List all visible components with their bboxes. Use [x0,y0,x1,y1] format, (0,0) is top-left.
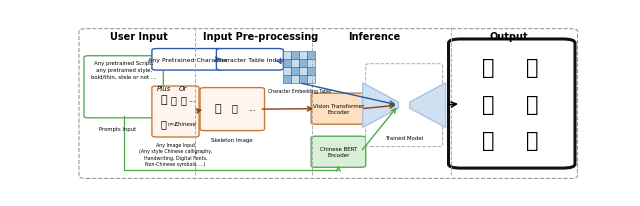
FancyBboxPatch shape [300,52,307,60]
Text: 生: 生 [482,130,495,150]
FancyBboxPatch shape [284,68,291,75]
Text: Plus: Plus [157,85,172,91]
Text: 成: 成 [526,130,538,150]
Text: Trained Model: Trained Model [385,136,423,140]
FancyBboxPatch shape [307,52,315,60]
Text: Vision Transformer
Encoder: Vision Transformer Encoder [313,104,364,115]
FancyBboxPatch shape [300,75,307,83]
Text: Chinese BERT
Encoder: Chinese BERT Encoder [320,146,357,158]
Text: 法: 法 [526,94,538,114]
FancyBboxPatch shape [307,75,315,83]
FancyBboxPatch shape [300,68,307,75]
Text: User Input: User Input [109,32,168,42]
FancyBboxPatch shape [216,49,284,71]
Text: Character Table Index: Character Table Index [216,57,284,62]
Text: 中: 中 [214,103,221,113]
Text: n=2: n=2 [168,121,179,126]
Text: ...: ... [248,104,256,112]
FancyBboxPatch shape [152,49,224,71]
Text: Input Pre-processing: Input Pre-processing [204,32,319,42]
Text: 楷: 楷 [232,103,237,113]
FancyBboxPatch shape [152,87,199,137]
Text: Any Image Input
(Any style Chinese calligraphy,
Handwriting, Digital Fonts,
Non-: Any Image Input (Any style Chinese calli… [139,142,212,166]
Text: Prompts Input: Prompts Input [99,126,136,131]
FancyBboxPatch shape [284,60,291,68]
FancyBboxPatch shape [311,94,365,125]
Text: ...: ... [188,95,196,104]
FancyBboxPatch shape [284,75,291,83]
Text: 楷: 楷 [170,94,176,104]
Text: Output: Output [490,32,529,42]
Text: 書: 書 [161,119,166,129]
FancyBboxPatch shape [200,88,264,131]
Text: 书: 书 [482,94,495,114]
FancyBboxPatch shape [307,60,315,68]
FancyBboxPatch shape [79,29,577,179]
FancyBboxPatch shape [84,56,163,118]
FancyBboxPatch shape [307,68,315,75]
Text: Any pretrained Script,
any pretrained style,
bold/thin, stele or not ...: Any pretrained Script, any pretrained st… [91,61,156,79]
FancyBboxPatch shape [449,40,575,168]
FancyBboxPatch shape [291,68,300,75]
FancyBboxPatch shape [300,60,307,68]
Text: Or: Or [179,85,187,91]
Text: Inference: Inference [348,32,400,42]
Text: 光: 光 [180,94,186,104]
FancyBboxPatch shape [311,137,365,167]
Text: Character Embedding Table: Character Embedding Table [268,88,331,93]
Text: Chinese: Chinese [175,121,196,126]
FancyBboxPatch shape [365,64,443,147]
Text: Any Pretrained Character: Any Pretrained Character [148,57,228,62]
Polygon shape [410,83,445,128]
Text: 中: 中 [482,58,495,78]
Text: Skeleton Image: Skeleton Image [211,137,253,142]
FancyBboxPatch shape [291,60,300,68]
Text: 国: 国 [526,58,538,78]
FancyBboxPatch shape [291,52,300,60]
FancyBboxPatch shape [291,75,300,83]
FancyBboxPatch shape [284,52,291,60]
Polygon shape [363,83,399,128]
Text: 中: 中 [160,94,166,104]
